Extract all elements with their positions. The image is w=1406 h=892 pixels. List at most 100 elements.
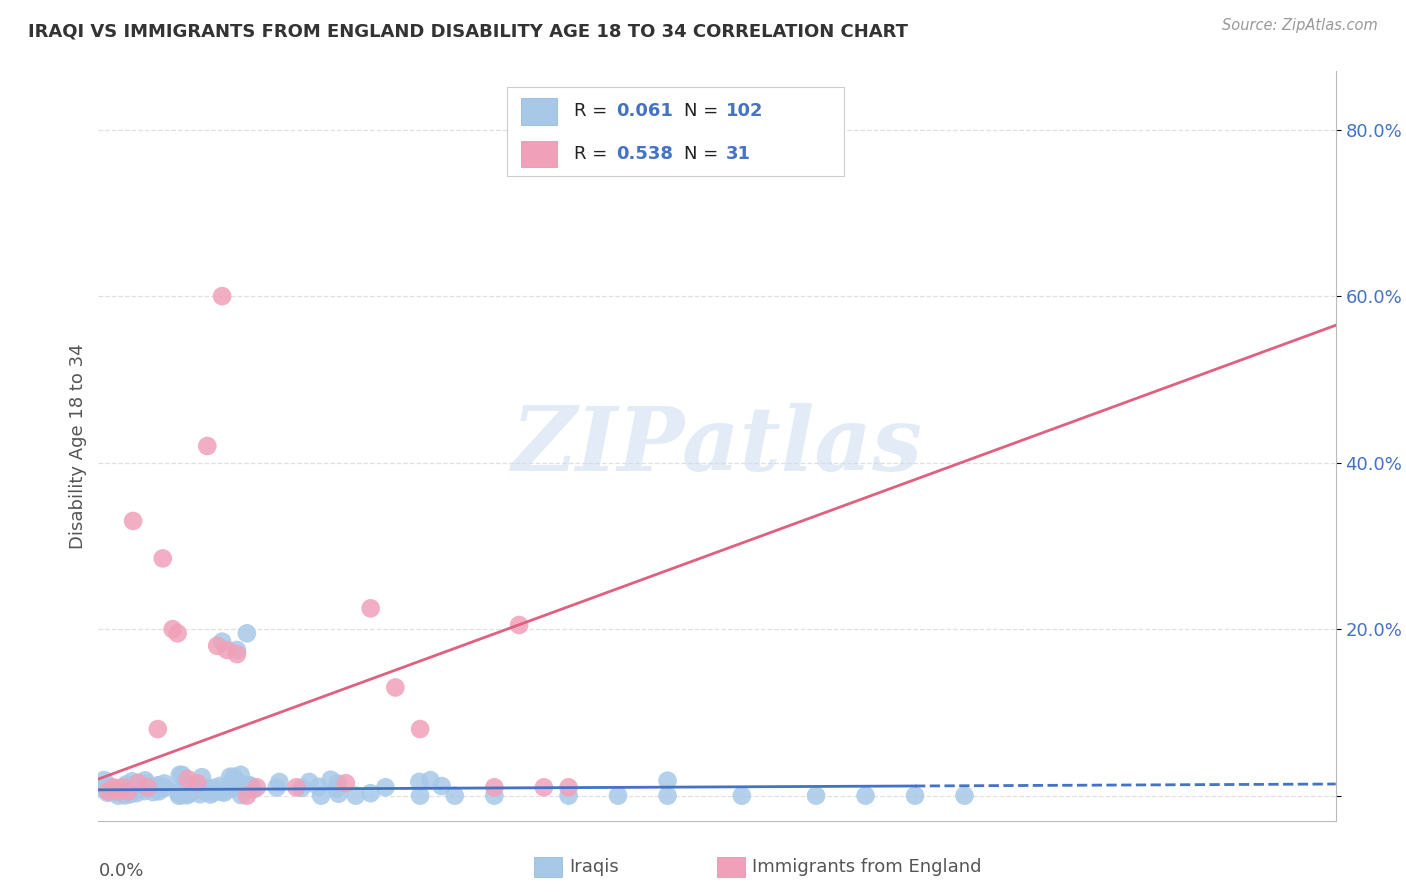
Point: [194, 783, 217, 797]
Point: [141, 780, 163, 794]
Point: [194, 784, 217, 798]
Point: [607, 789, 630, 803]
Point: [309, 789, 332, 803]
Point: [384, 681, 406, 695]
Point: [508, 618, 530, 632]
Point: [328, 787, 350, 801]
Point: [855, 789, 877, 803]
Point: [307, 780, 329, 794]
Point: [419, 773, 441, 788]
Point: [360, 601, 382, 615]
Point: [557, 780, 579, 795]
Point: [211, 785, 233, 799]
Point: [229, 768, 252, 782]
Point: [533, 780, 555, 795]
Point: [127, 776, 149, 790]
Text: Immigrants from England: Immigrants from England: [752, 858, 981, 876]
Point: [209, 779, 232, 793]
Point: [229, 788, 252, 802]
Point: [408, 775, 430, 789]
Point: [120, 780, 142, 795]
Point: [557, 789, 579, 803]
Point: [804, 789, 827, 803]
Point: [170, 788, 193, 802]
Point: [153, 780, 176, 795]
Point: [107, 784, 129, 798]
Point: [118, 788, 141, 802]
Y-axis label: Disability Age 18 to 34: Disability Age 18 to 34: [69, 343, 87, 549]
Point: [93, 778, 115, 792]
Point: [484, 789, 506, 803]
Text: 31: 31: [725, 145, 751, 163]
Text: R =: R =: [574, 103, 613, 120]
Text: N =: N =: [683, 145, 724, 163]
Point: [409, 722, 432, 736]
Text: 0.061: 0.061: [616, 103, 673, 120]
Point: [134, 784, 156, 798]
Point: [731, 789, 754, 803]
Point: [198, 784, 221, 798]
Point: [169, 768, 191, 782]
Point: [202, 780, 225, 795]
Point: [246, 780, 269, 795]
Point: [176, 789, 198, 803]
Point: [188, 787, 211, 801]
Point: [179, 786, 201, 800]
Point: [195, 782, 218, 797]
Point: [228, 780, 250, 795]
Point: [224, 780, 246, 795]
Point: [232, 778, 254, 792]
Point: [112, 780, 135, 795]
Point: [172, 768, 194, 782]
Point: [136, 780, 159, 795]
Point: [186, 776, 208, 790]
Point: [115, 780, 138, 795]
Point: [953, 789, 976, 803]
Point: [214, 785, 236, 799]
Point: [319, 772, 342, 787]
Point: [226, 647, 249, 661]
Point: [169, 786, 191, 800]
Point: [188, 780, 211, 795]
Point: [124, 780, 146, 795]
Point: [117, 785, 139, 799]
Point: [195, 439, 218, 453]
Point: [219, 770, 242, 784]
Text: 0.0%: 0.0%: [98, 862, 143, 880]
Point: [114, 784, 136, 798]
Point: [325, 781, 347, 796]
Point: [657, 789, 679, 803]
Point: [152, 551, 174, 566]
Point: [430, 779, 453, 793]
Point: [657, 773, 679, 788]
Point: [107, 789, 129, 803]
Point: [236, 626, 259, 640]
Point: [409, 789, 432, 803]
Point: [122, 514, 145, 528]
Point: [200, 788, 222, 802]
Point: [360, 786, 382, 800]
Point: [166, 626, 188, 640]
Point: [135, 776, 157, 790]
Point: [170, 780, 193, 794]
Point: [167, 786, 190, 800]
Point: [117, 784, 139, 798]
Point: [134, 773, 156, 788]
Point: [205, 639, 228, 653]
Point: [285, 780, 308, 795]
Point: [127, 776, 149, 790]
Point: [146, 778, 169, 792]
Point: [90, 781, 112, 796]
Point: [266, 780, 288, 795]
Point: [202, 785, 225, 799]
Point: [226, 643, 249, 657]
Point: [198, 784, 221, 798]
Point: [121, 774, 143, 789]
Point: [582, 160, 605, 174]
Point: [238, 778, 260, 792]
Point: [344, 789, 367, 803]
Point: [291, 780, 314, 795]
Point: [146, 722, 169, 736]
Text: 102: 102: [725, 103, 763, 120]
Point: [125, 786, 148, 800]
